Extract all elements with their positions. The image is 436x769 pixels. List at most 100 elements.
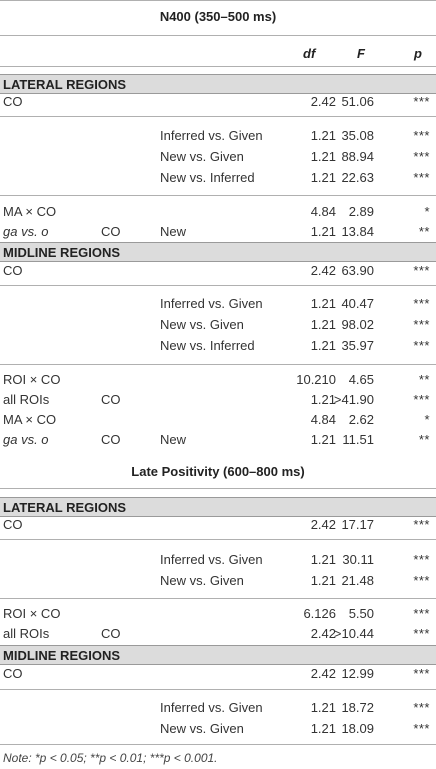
- factor-cell: CO: [101, 392, 121, 407]
- p-cell: ***: [413, 626, 430, 641]
- p-cell: ***: [413, 296, 430, 311]
- p-cell: **: [418, 224, 430, 239]
- f-cell: 18.72: [341, 700, 374, 715]
- divider: [0, 539, 436, 540]
- effect-cell: CO: [3, 94, 23, 109]
- p-cell: ***: [413, 149, 430, 164]
- contrast-cell: New vs. Given: [160, 149, 244, 164]
- f-cell: 5.50: [348, 606, 374, 621]
- contrast-cell: New vs. Inferred: [160, 170, 255, 185]
- df-cell: 1.21: [310, 317, 336, 332]
- divider: [0, 66, 436, 67]
- region-label: MIDLINE REGIONS: [3, 648, 121, 663]
- effect-cell: ROI × CO: [3, 606, 61, 621]
- contrast-cell: New: [160, 432, 187, 447]
- table-row: New vs. Inferred 1.21 22.63 ***: [0, 168, 436, 188]
- region-band: MIDLINE REGIONS: [0, 645, 436, 665]
- effect-cell: MA × CO: [3, 204, 57, 219]
- p-cell: *: [424, 204, 430, 219]
- df-cell: 1.21: [310, 573, 336, 588]
- p-cell: **: [418, 432, 430, 447]
- contrast-cell: New: [160, 224, 187, 239]
- table-bottom-rule: [0, 744, 436, 745]
- p-cell: ***: [413, 573, 430, 588]
- df-cell: 1.21: [310, 392, 336, 407]
- contrast-cell: New vs. Inferred: [160, 338, 255, 353]
- df-cell: 10.210: [296, 372, 336, 387]
- df-cell: 1.21: [310, 338, 336, 353]
- section-title-late-positivity: Late Positivity (600–800 ms): [131, 464, 305, 479]
- p-cell: ***: [413, 721, 430, 736]
- f-cell: 18.09: [341, 721, 374, 736]
- table-row: New vs. Given 1.21 18.09 ***: [0, 719, 436, 739]
- f-cell: 98.02: [341, 317, 374, 332]
- contrast-cell: New vs. Given: [160, 317, 244, 332]
- table-row: all ROIs CO 1.21 >41.90 ***: [0, 390, 436, 410]
- df-cell: 1.21: [310, 128, 336, 143]
- effect-cell: CO: [3, 263, 23, 278]
- f-cell: >41.90: [333, 392, 374, 407]
- table-row: CO 2.42 12.99 ***: [0, 664, 436, 684]
- df-cell: 2.42: [310, 517, 336, 532]
- df-cell: 1.21: [310, 149, 336, 164]
- p-cell: ***: [413, 94, 430, 109]
- f-cell: 12.99: [341, 666, 374, 681]
- p-cell: ***: [413, 392, 430, 407]
- p-cell: *: [424, 412, 430, 427]
- f-cell: 2.89: [348, 204, 374, 219]
- table-row: Inferred vs. Given 1.21 35.08 ***: [0, 126, 436, 146]
- factor-cell: CO: [101, 432, 121, 447]
- contrast-cell: Inferred vs. Given: [160, 700, 263, 715]
- region-band: MIDLINE REGIONS: [0, 242, 436, 262]
- df-cell: 1.21: [310, 432, 336, 447]
- divider: [0, 364, 436, 365]
- df-cell: 1.21: [310, 170, 336, 185]
- factor-cell: CO: [101, 224, 121, 239]
- table-row: ROI × CO 10.210 4.65 **: [0, 370, 436, 390]
- divider: [0, 195, 436, 196]
- header-f: F: [357, 46, 365, 61]
- contrast-cell: Inferred vs. Given: [160, 552, 263, 567]
- effect-cell: MA × CO: [3, 412, 57, 427]
- table-row: New vs. Given 1.21 21.48 ***: [0, 571, 436, 591]
- df-cell: 1.21: [310, 700, 336, 715]
- f-cell: 88.94: [341, 149, 374, 164]
- section-title-n400: N400 (350–500 ms): [159, 9, 277, 24]
- region-label: LATERAL REGIONS: [3, 500, 127, 515]
- p-cell: ***: [413, 170, 430, 185]
- f-cell: 4.65: [348, 372, 374, 387]
- divider: [0, 488, 436, 489]
- f-cell: 2.62: [348, 412, 374, 427]
- table-top-rule: [0, 0, 436, 1]
- divider: [0, 285, 436, 286]
- df-cell: 2.42: [310, 94, 336, 109]
- contrast-cell: New vs. Given: [160, 721, 244, 736]
- f-cell: 22.63: [341, 170, 374, 185]
- header-p: p: [414, 46, 422, 61]
- f-cell: 63.90: [341, 263, 374, 278]
- table-row: CO 2.42 51.06 ***: [0, 92, 436, 112]
- f-cell: 11.51: [342, 432, 374, 447]
- f-cell: 35.97: [341, 338, 374, 353]
- contrast-cell: Inferred vs. Given: [160, 296, 263, 311]
- effect-cell: all ROIs: [3, 392, 50, 407]
- p-cell: ***: [413, 338, 430, 353]
- p-cell: ***: [413, 517, 430, 532]
- table-row: Inferred vs. Given 1.21 30.11 ***: [0, 550, 436, 570]
- df-cell: 2.42: [310, 666, 336, 681]
- table-row: New vs. Inferred 1.21 35.97 ***: [0, 336, 436, 356]
- contrast-cell: Inferred vs. Given: [160, 128, 263, 143]
- df-cell: 6.126: [303, 606, 336, 621]
- table-row: MA × CO 4.84 2.89 *: [0, 202, 436, 222]
- divider: [0, 35, 436, 36]
- df-cell: 4.84: [310, 204, 336, 219]
- df-cell: 1.21: [310, 552, 336, 567]
- df-cell: 2.42: [310, 263, 336, 278]
- table-row: CO 2.42 63.90 ***: [0, 261, 436, 281]
- p-cell: ***: [413, 700, 430, 715]
- effect-cell: all ROIs: [3, 626, 50, 641]
- region-band: LATERAL REGIONS: [0, 497, 436, 517]
- effect-cell: CO: [3, 666, 23, 681]
- divider: [0, 116, 436, 117]
